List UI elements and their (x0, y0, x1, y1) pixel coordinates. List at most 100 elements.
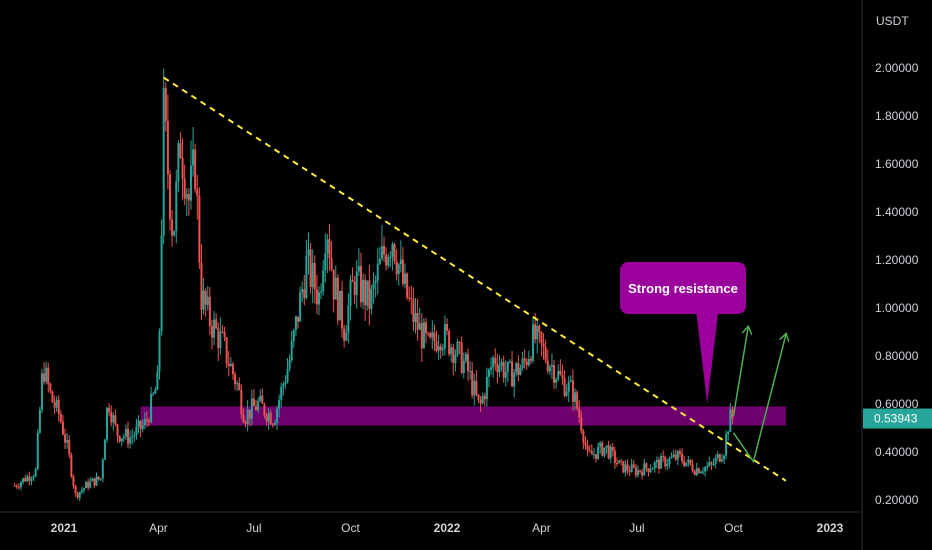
candle-down (523, 358, 526, 362)
candle-down (662, 456, 665, 458)
candle-down (628, 470, 631, 473)
candle-up (99, 478, 102, 480)
candle-down (15, 485, 18, 487)
candle-up (30, 478, 33, 481)
candle-down (248, 409, 251, 419)
candle-down (393, 243, 396, 262)
candle-down (332, 269, 335, 300)
candle-up (78, 492, 81, 498)
candle-down (657, 459, 660, 469)
y-tick-label: 1.00000 (875, 301, 919, 315)
candle-up (294, 316, 297, 331)
candle-down (296, 316, 299, 322)
candle-up (301, 289, 304, 293)
candle-down (678, 451, 681, 454)
candle-down (234, 374, 237, 385)
candle-up (450, 347, 453, 355)
candle-down (731, 409, 734, 419)
candle-up (397, 264, 400, 275)
candle-down (187, 194, 190, 201)
candle-down (578, 408, 581, 418)
candle-up (672, 454, 675, 457)
candle-up (618, 460, 621, 464)
candle-down (632, 464, 635, 468)
callout-box[interactable] (620, 262, 746, 314)
candle-down (448, 330, 451, 355)
candle-down (622, 461, 625, 473)
candle-up (317, 292, 320, 305)
candle-up (259, 395, 262, 401)
candle-up (311, 263, 314, 288)
candle-up (177, 143, 180, 182)
candle-up (441, 348, 444, 351)
candle-up (135, 426, 138, 436)
x-tick-label: Oct (341, 521, 360, 535)
candle-up (414, 312, 417, 323)
descending-trendline[interactable] (163, 76, 787, 482)
candle-up (154, 390, 157, 394)
candle-up (456, 341, 459, 355)
candle-down (242, 414, 245, 423)
candle-up (727, 431, 730, 435)
candle-down (502, 362, 505, 378)
candle-down (416, 312, 419, 330)
candle-up (355, 271, 358, 296)
candle-down (691, 464, 694, 472)
candle-down (309, 249, 312, 288)
candle-down (221, 331, 224, 333)
candle-up (246, 409, 249, 424)
x-tick-label: Jul (246, 521, 261, 535)
candle-up (492, 357, 495, 368)
candle-down (647, 468, 650, 473)
candle-down (582, 431, 585, 443)
candle-down (697, 468, 700, 474)
candle-down (204, 290, 207, 305)
candle-up (82, 488, 85, 491)
candle-up (431, 332, 434, 338)
candle-up (338, 290, 341, 321)
candle-up (19, 482, 22, 488)
candle-up (649, 469, 652, 473)
y-tick-label: 1.80000 (875, 109, 919, 123)
candle-up (485, 376, 488, 400)
candle-up (45, 367, 48, 382)
candle-down (408, 297, 411, 299)
candle-down (74, 485, 77, 494)
candle-up (513, 372, 516, 387)
currency-label: USDT (876, 14, 909, 28)
candle-down (477, 394, 480, 400)
candle-down (479, 399, 482, 404)
x-tick-label: Oct (724, 521, 743, 535)
candle-up (599, 442, 602, 447)
y-tick-label: 0.80000 (875, 349, 919, 363)
candle-up (725, 434, 728, 456)
candle-down (620, 460, 623, 462)
candle-down (139, 420, 142, 430)
last-price-tag (863, 408, 932, 429)
candle-down (168, 174, 171, 220)
candle-down (49, 383, 52, 392)
candle-down (261, 395, 264, 404)
projection-arrow-2[interactable] (732, 334, 785, 464)
candle-down (435, 341, 438, 351)
candle-down (351, 280, 354, 282)
candle-down (13, 485, 16, 487)
candle-up (521, 358, 524, 369)
candle-up (120, 438, 123, 442)
candle-up (418, 323, 421, 330)
candle-up (36, 432, 39, 470)
candle-down (607, 445, 610, 459)
candle-down (97, 476, 100, 480)
candle-down (517, 363, 520, 376)
candle-up (347, 305, 350, 333)
candle-up (158, 331, 161, 372)
x-tick-label: Apr (149, 521, 168, 535)
candle-up (66, 439, 69, 443)
candle-down (171, 219, 174, 236)
candle-up (603, 447, 606, 456)
x-tick-label: 2021 (51, 521, 78, 535)
candle-up (103, 439, 106, 460)
candle-up (213, 319, 216, 338)
projection-arrow-1[interactable] (732, 327, 748, 417)
